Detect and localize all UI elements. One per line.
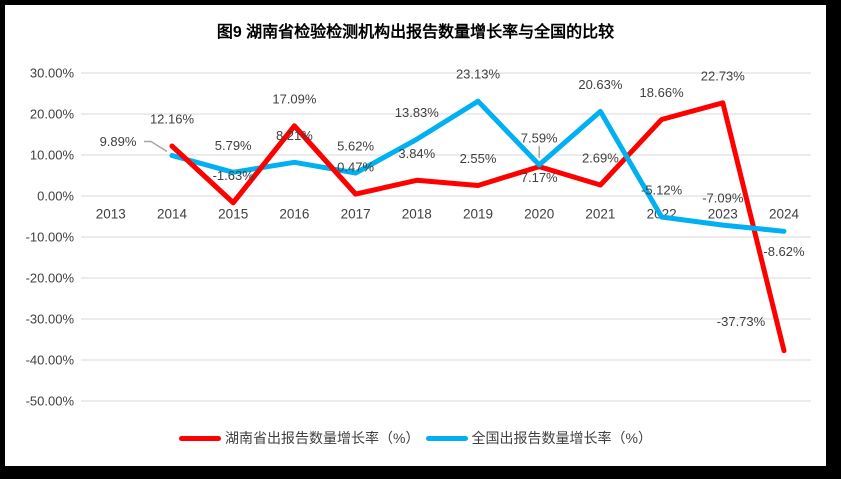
series-line-national [169,98,787,234]
y-axis-tick-label: 0.00% [37,189,74,204]
x-axis-label: 2013 [96,207,126,222]
data-label: 5.79% [215,138,252,153]
y-axis-tick-label: -30.00% [26,312,75,327]
data-label: 7.59% [521,130,558,145]
y-axis-tick-label: 10.00% [30,148,75,163]
x-axis-label: 2017 [341,207,371,222]
data-label: -7.09% [702,191,744,206]
data-label: 2.69% [582,150,619,165]
data-label: 7.17% [521,170,558,185]
data-label: 13.83% [395,105,440,120]
legend-swatch-hunan-icon [179,435,222,441]
data-label: -37.73% [717,314,766,329]
chart-surface: 图9 湖南省检验检测机构出报告数量增长率与全国的比较 30.00% 20.00% 1… [5,5,826,466]
y-axis-tick-label: -10.00% [26,230,75,245]
data-label: 2.55% [460,151,497,166]
y-axis-tick-label: 20.00% [30,107,75,122]
y-axis-tick-label: 30.00% [30,66,75,81]
data-label: 20.63% [578,77,623,92]
x-axis-label: 2018 [402,207,432,222]
data-label: -5.12% [641,182,683,197]
data-label: 9.89% [100,134,137,149]
x-axis-label: 2016 [279,207,309,222]
chart-title: 图9 湖南省检验检测机构出报告数量增长率与全国的比较 [216,24,615,41]
line-chart: 30.00% 20.00% 10.00% 0.00% -10.00% -20.00% -30… [26,66,811,409]
legend-label-hunan: 湖南省出报告数量增长率（%） [225,430,420,446]
label-leader-line [144,140,168,153]
x-axis-label: 2021 [585,207,615,222]
legend-swatch-national-icon [425,435,468,441]
series-line-hunan [169,100,787,354]
legend-label-national: 全国出报告数量增长率（%） [471,430,652,446]
x-axis-label: 2015 [218,207,248,222]
data-label: -8.62% [763,244,805,259]
y-axis-tick-label: -20.00% [26,271,75,286]
data-label: 3.84% [398,146,435,161]
data-label: 22.73% [701,68,746,83]
x-axis-label: 2020 [524,207,554,222]
y-axis-tick-label: -50.00% [26,394,75,409]
data-label: 5.62% [337,138,374,153]
data-label: 12.16% [150,112,195,127]
legend-item-hunan: 湖南省出报告数量增长率（%） [179,428,420,448]
data-label: 8.21% [276,128,313,143]
x-axis-label: 2024 [769,207,800,222]
x-axis-label: 2019 [463,207,493,222]
data-label: 17.09% [272,91,317,106]
series-line-hunan-overlay [169,123,359,206]
x-axis-label: 2014 [157,207,188,222]
y-axis-tick-label: -40.00% [26,353,75,368]
x-axis-label: 2023 [708,207,738,222]
data-label: 18.66% [640,85,685,100]
data-label: 23.13% [456,67,501,82]
chart-legend: 湖南省出报告数量增长率（%） 全国出报告数量增长率（%） [5,428,826,448]
data-label: -1.63% [213,168,255,183]
legend-item-national: 全国出报告数量增长率（%） [425,428,652,448]
data-label: 0.47% [337,160,374,175]
